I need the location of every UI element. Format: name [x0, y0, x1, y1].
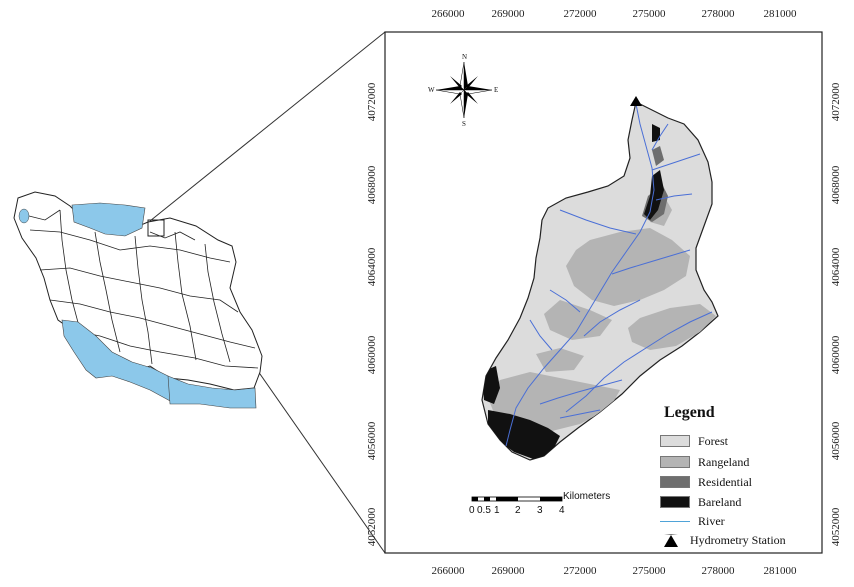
y-tick-left: 4064000 [366, 247, 378, 287]
rangeland-swatch [660, 456, 690, 468]
legend-item-bareland: Bareland [660, 493, 741, 511]
scale-label-1: 1 [494, 505, 500, 516]
river-line-icon [660, 520, 690, 522]
y-tick-left: 4052000 [366, 507, 378, 547]
compass-east-label: E [494, 86, 499, 94]
scale-label-0-5: 0.5 [477, 505, 491, 516]
bareland-area [482, 124, 664, 460]
hydrometry-station-marker [630, 96, 642, 106]
legend-label: Bareland [698, 494, 742, 509]
bareland-swatch [660, 496, 690, 508]
scale-label-2: 2 [515, 505, 521, 516]
gulf-of-oman [167, 375, 257, 409]
forest-swatch [660, 435, 690, 447]
x-tick-bottom: 269000 [491, 565, 525, 577]
legend-label: Residential [698, 474, 752, 489]
y-tick-left: 4068000 [366, 165, 378, 205]
residential-swatch [660, 476, 690, 488]
legend-item-hydrometry-station: Hydrometry Station [660, 531, 786, 549]
legend-title: Legend [664, 404, 715, 421]
scale-label-0: 0 [469, 505, 475, 516]
scale-unit-label: Kilometers [563, 491, 611, 502]
compass-west-label: W [428, 86, 435, 94]
legend-label: Hydrometry Station [690, 532, 786, 547]
scale-bar [471, 496, 563, 502]
y-tick-right: 4064000 [830, 247, 842, 287]
caspian-sea [71, 202, 146, 237]
zoom-line-top [149, 31, 386, 222]
y-tick-right: 4068000 [830, 165, 842, 205]
scale-label-4: 4 [559, 505, 565, 516]
triangle-icon [664, 533, 678, 547]
y-tick-left: 4072000 [366, 82, 378, 122]
x-tick-bottom: 266000 [431, 565, 465, 577]
legend-label: Rangeland [698, 454, 750, 469]
y-tick-right: 4072000 [830, 82, 842, 122]
y-tick-right: 4060000 [830, 335, 842, 375]
map-legend: Legend Forest Rangeland Residential Bare… [660, 404, 840, 547]
watershed-map [481, 96, 719, 461]
legend-item-residential: Residential [660, 473, 752, 491]
scale-label-3: 3 [537, 505, 543, 516]
province-boundaries [24, 209, 259, 369]
legend-item-river: River [660, 512, 725, 530]
y-tick-left: 4060000 [366, 335, 378, 375]
y-tick-right: 4052000 [830, 507, 842, 547]
rangeland-area [488, 196, 716, 432]
north-arrow [435, 61, 493, 119]
x-tick-top: 281000 [763, 8, 797, 20]
legend-item-forest: Forest [660, 432, 728, 450]
compass-north-label: N [462, 53, 468, 61]
compass-south-label: S [462, 120, 466, 128]
x-tick-bottom: 281000 [763, 565, 797, 577]
y-tick-left: 4056000 [366, 421, 378, 461]
study-area-marker [147, 219, 165, 237]
x-tick-bottom: 272000 [563, 565, 597, 577]
urmia-lake [18, 208, 30, 224]
country-inset [13, 191, 263, 409]
legend-item-rangeland: Rangeland [660, 453, 749, 471]
x-tick-top: 272000 [563, 8, 597, 20]
x-tick-bottom: 278000 [701, 565, 735, 577]
x-tick-top: 269000 [491, 8, 525, 20]
x-tick-top: 266000 [431, 8, 465, 20]
x-tick-top: 278000 [701, 8, 735, 20]
river-network [505, 103, 713, 447]
x-tick-bottom: 275000 [632, 565, 666, 577]
x-tick-top: 275000 [632, 8, 666, 20]
legend-label: River [698, 513, 725, 528]
legend-label: Forest [698, 433, 728, 448]
